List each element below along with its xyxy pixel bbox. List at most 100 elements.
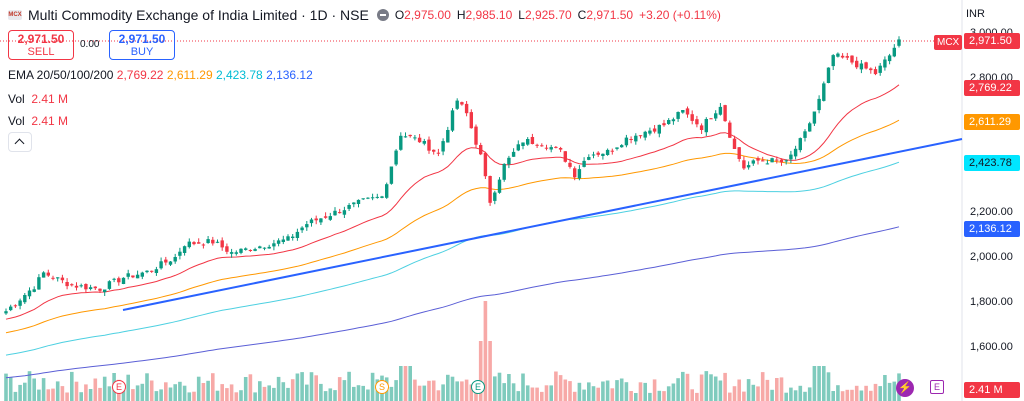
candle	[314, 215, 318, 225]
volume-bar	[262, 386, 267, 401]
candle	[79, 283, 83, 288]
volume-bar	[605, 380, 610, 401]
candlesticks	[4, 36, 901, 315]
candle	[352, 202, 356, 208]
volume-bar	[173, 384, 177, 401]
candle	[516, 140, 520, 152]
candle	[704, 117, 708, 136]
volume-bar	[98, 387, 102, 401]
candle	[742, 156, 746, 170]
vol-legend-2[interactable]: Vol 2.41 M	[8, 114, 68, 128]
volume-bar	[149, 380, 154, 401]
candle	[37, 274, 41, 290]
minus-circle-icon[interactable]	[376, 9, 389, 21]
candle	[399, 132, 403, 151]
flash-icon[interactable]: ⚡	[896, 379, 914, 397]
candle	[582, 157, 586, 168]
candle	[145, 270, 149, 274]
candle	[558, 146, 563, 153]
currency-selector[interactable]: INR	[966, 8, 985, 20]
volume-bar	[793, 390, 798, 401]
spread-value: 0.00	[80, 39, 100, 50]
volume-bar	[187, 392, 192, 401]
symbol-title[interactable]: Multi Commodity Exchange of India Limite…	[28, 7, 369, 23]
sell-button[interactable]: 2,971.50 SELL	[8, 30, 74, 60]
candle	[356, 199, 361, 208]
vol-legend-label: Vol	[8, 92, 25, 106]
earnings-marker-upcoming[interactable]: E	[930, 380, 944, 394]
volume-bar	[619, 378, 624, 401]
candle	[652, 125, 657, 134]
candle	[718, 103, 723, 116]
volume-bar	[455, 381, 459, 401]
volume-bar	[18, 384, 22, 401]
candle	[728, 120, 732, 138]
volume-bar	[46, 389, 51, 401]
volume-bar	[41, 378, 46, 401]
volume-bar	[366, 389, 370, 401]
volume-bar	[671, 383, 676, 401]
volume-bar	[488, 341, 492, 401]
volume-bar	[760, 372, 765, 401]
volume-bar	[521, 373, 525, 401]
volume-bar	[535, 387, 539, 401]
volume-bar	[577, 382, 582, 401]
volume-bar	[309, 372, 314, 401]
candle	[389, 166, 394, 185]
candle	[620, 144, 624, 148]
volume-bar	[864, 385, 868, 401]
collapse-legend-button[interactable]	[8, 132, 32, 152]
volume-bar	[478, 341, 483, 401]
candle	[798, 137, 802, 153]
volume-bar	[215, 390, 220, 401]
candle	[709, 118, 713, 120]
ema-legend[interactable]: EMA 20/50/100/200 2,769.22 2,611.29 2,42…	[8, 68, 313, 82]
volume-bar	[51, 388, 55, 401]
volume-bar	[812, 366, 817, 401]
volume-bar	[629, 391, 633, 401]
candle	[182, 245, 187, 256]
candle	[375, 193, 379, 199]
candle	[497, 177, 502, 194]
candle	[159, 257, 163, 270]
candle	[9, 304, 13, 312]
candle	[864, 61, 868, 70]
candle	[408, 134, 412, 138]
volume-bar	[328, 388, 333, 401]
volume-bar	[356, 385, 361, 401]
earnings-marker[interactable]: E	[112, 380, 126, 394]
ema20-value: 2,769.22	[116, 68, 164, 82]
volume-bar	[55, 381, 60, 401]
candle	[605, 148, 610, 156]
candle	[765, 159, 770, 165]
volume-bar	[389, 386, 394, 401]
ema200-price-label: 2,136.12	[964, 221, 1020, 237]
candle	[46, 269, 50, 277]
earnings-marker[interactable]: E	[471, 380, 485, 394]
volume-bar	[323, 391, 328, 401]
vol-legend-1[interactable]: Vol 2.41 M	[8, 92, 68, 106]
volume-bar	[93, 378, 98, 401]
candle	[483, 151, 488, 179]
candle	[338, 208, 342, 214]
ohlc-high: H2,985.10	[456, 8, 513, 22]
volume-bar	[239, 390, 243, 401]
volume-bar	[159, 389, 163, 401]
candle	[450, 108, 455, 132]
split-marker[interactable]: S	[375, 380, 389, 394]
candle	[347, 203, 351, 211]
buy-button[interactable]: 2,971.50 BUY	[109, 30, 175, 60]
volume-bar	[732, 386, 737, 401]
candle	[822, 81, 826, 102]
volume-bar	[211, 373, 215, 401]
candle	[887, 53, 892, 65]
volume-bar	[666, 386, 671, 401]
candle	[229, 248, 234, 258]
vol-legend-value: 2.41 M	[31, 114, 69, 128]
price-axis-tick: 2,200.00	[970, 206, 1013, 219]
candle	[23, 293, 27, 304]
ohlc-change: +3.20 (+0.11%)	[639, 8, 721, 22]
candle	[455, 98, 459, 110]
candle	[131, 275, 135, 279]
